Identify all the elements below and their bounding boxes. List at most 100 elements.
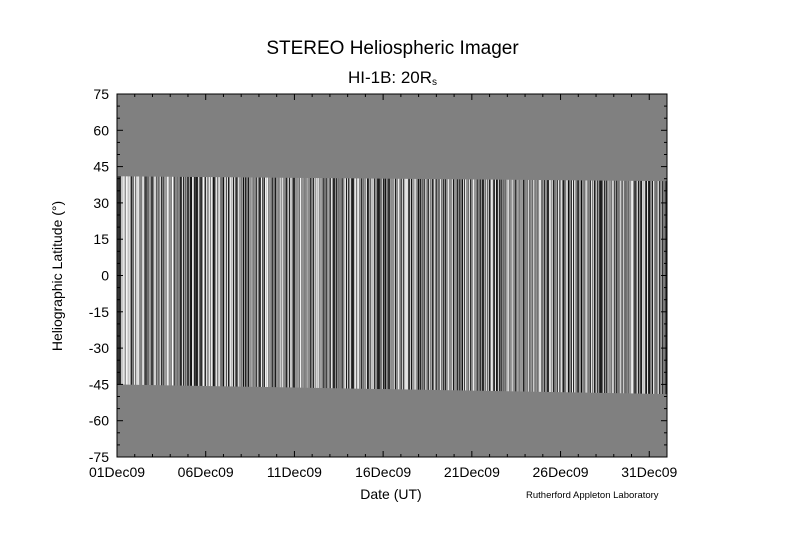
streak: [549, 176, 551, 395]
streak: [509, 176, 511, 395]
streak: [648, 176, 650, 395]
streak: [655, 176, 657, 395]
streak: [419, 176, 421, 395]
streak: [544, 176, 546, 395]
streak: [249, 176, 251, 395]
streak: [294, 176, 296, 395]
streak: [517, 176, 519, 395]
streak: [203, 176, 205, 395]
streak: [464, 176, 466, 395]
streak: [305, 176, 307, 395]
streak: [538, 176, 540, 395]
streak: [626, 176, 628, 395]
streak: [272, 176, 274, 395]
streak: [448, 176, 450, 395]
streak: [365, 176, 367, 395]
streak: [414, 176, 416, 395]
streak: [383, 176, 385, 395]
streak: [396, 176, 398, 395]
streak: [144, 176, 146, 395]
streak: [292, 176, 294, 395]
streak: [580, 176, 582, 395]
streak: [576, 176, 578, 395]
streak: [620, 176, 622, 395]
streak: [228, 176, 230, 395]
streak: [316, 176, 318, 395]
streak: [638, 176, 640, 395]
streak: [387, 176, 389, 395]
subtitle-main: HI-1B: 20R: [347, 68, 433, 87]
streak: [125, 176, 127, 395]
streak: [216, 176, 218, 395]
streak: [460, 176, 462, 395]
streak: [640, 176, 642, 395]
streak: [311, 176, 313, 395]
streak: [166, 176, 168, 395]
streak: [393, 176, 395, 395]
streak: [450, 176, 452, 395]
streak: [392, 176, 394, 395]
streak: [659, 176, 661, 395]
streak: [168, 176, 170, 395]
streak: [554, 176, 556, 395]
streak: [489, 176, 491, 395]
streak: [463, 176, 465, 395]
streak: [493, 176, 495, 395]
streak: [423, 176, 425, 395]
streak: [217, 176, 219, 395]
streak: [182, 176, 184, 395]
streak: [381, 176, 383, 395]
streak: [162, 176, 164, 395]
streak: [331, 176, 333, 395]
streak: [553, 176, 555, 395]
streak: [243, 176, 245, 395]
streak: [600, 176, 602, 395]
streak: [645, 176, 647, 395]
streak: [613, 176, 615, 395]
streak: [555, 176, 557, 395]
streak: [611, 176, 613, 395]
streak: [226, 176, 228, 395]
streak: [459, 176, 461, 395]
streak: [550, 176, 552, 395]
streak: [373, 176, 375, 395]
streak: [215, 176, 217, 395]
streak: [279, 176, 281, 395]
streak: [637, 176, 639, 395]
streak: [583, 176, 585, 395]
streak: [434, 176, 436, 395]
streak: [528, 176, 530, 395]
y-tick-label: -60: [89, 413, 109, 429]
streak: [458, 176, 460, 395]
streak: [302, 176, 304, 395]
streak: [283, 176, 285, 395]
streak: [181, 176, 183, 395]
streak: [224, 176, 226, 395]
streak: [395, 176, 397, 395]
streak: [507, 176, 509, 395]
streak: [632, 176, 634, 395]
streak: [420, 176, 422, 395]
streak: [318, 176, 320, 395]
streak: [345, 176, 347, 395]
streak: [429, 176, 431, 395]
streak: [558, 176, 560, 395]
x-tick-label: 06Dec09: [178, 464, 234, 480]
streak: [525, 176, 527, 395]
streak: [117, 176, 119, 395]
streak: [380, 176, 382, 395]
streak: [244, 176, 246, 395]
streak: [205, 176, 207, 395]
streak: [295, 176, 297, 395]
streak: [654, 176, 656, 395]
streak: [233, 176, 235, 395]
credit-label: Rutherford Appleton Laboratory: [526, 490, 659, 501]
streak: [443, 176, 445, 395]
streak: [639, 176, 641, 395]
streak: [469, 176, 471, 395]
streak: [510, 176, 512, 395]
streak: [242, 176, 244, 395]
streak: [650, 176, 652, 395]
streak: [261, 176, 263, 395]
streak: [138, 176, 140, 395]
